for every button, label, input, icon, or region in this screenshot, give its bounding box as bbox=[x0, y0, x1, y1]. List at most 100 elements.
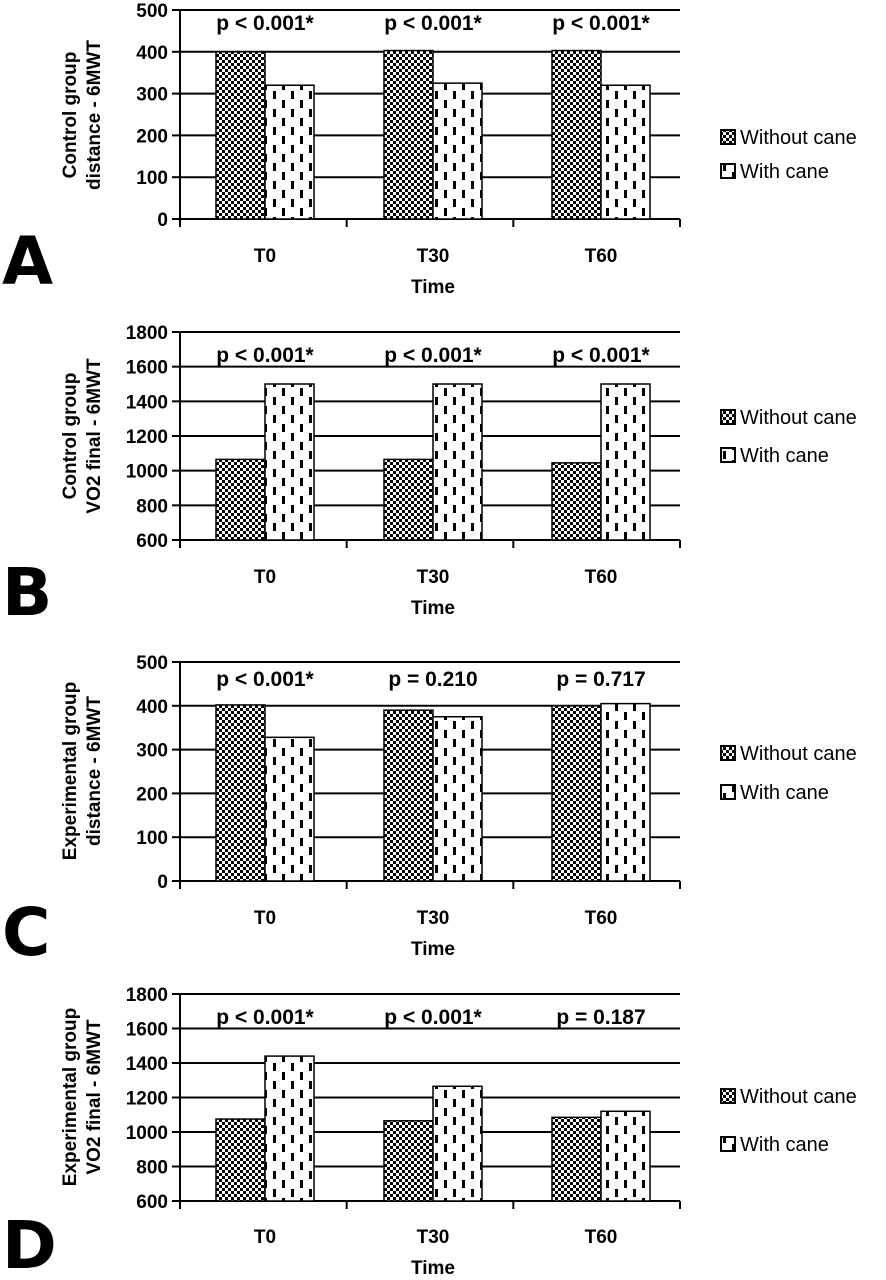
x-tick-label: T60 bbox=[585, 908, 618, 929]
y-tick-label: 100 bbox=[136, 168, 168, 189]
y-axis-label-line: VO2 final - 6MWT bbox=[84, 1019, 105, 1175]
y-tick-label: 1800 bbox=[126, 985, 168, 1006]
p-value-annotation: p < 0.001* bbox=[552, 12, 650, 35]
bar-with-cane-t60 bbox=[600, 84, 651, 220]
legend-swatch-without-cane bbox=[720, 745, 736, 761]
x-axis-label: Time bbox=[411, 939, 455, 960]
bar-with-cane-t30 bbox=[432, 716, 483, 882]
legend-label: With cane bbox=[740, 161, 829, 183]
y-tick-label: 0 bbox=[157, 872, 168, 893]
y-tick-label: 400 bbox=[136, 43, 168, 64]
y-axis-label: Control group VO2 final - 6MWT bbox=[60, 358, 105, 514]
p-value-annotation: p < 0.001* bbox=[552, 344, 650, 367]
legend-label: Without cane bbox=[740, 407, 857, 429]
y-axis-label-line: distance - 6MWT bbox=[84, 696, 105, 846]
y-tick-label: 600 bbox=[136, 531, 168, 552]
y-tick-label: 1600 bbox=[126, 1020, 168, 1041]
bar-with-cane-t60 bbox=[600, 702, 651, 882]
legend-swatch-with-cane bbox=[720, 163, 736, 179]
y-axis-label-line: VO2 final - 6MWT bbox=[84, 358, 105, 514]
bar-with-cane-t0 bbox=[264, 1055, 315, 1202]
panel-letter: D bbox=[2, 1207, 57, 1280]
y-tick-label: 1000 bbox=[126, 1123, 168, 1144]
y-tick-label: 100 bbox=[136, 828, 168, 849]
x-tick-label: T60 bbox=[585, 1227, 618, 1248]
bar-without-cane-t30 bbox=[383, 49, 434, 220]
y-tick-label: 1400 bbox=[126, 1054, 168, 1075]
y-tick-label: 1200 bbox=[126, 427, 168, 448]
y-tick-label: 200 bbox=[136, 784, 168, 805]
legend-label: Without cane bbox=[740, 1086, 857, 1108]
x-tick-label: T0 bbox=[254, 1227, 276, 1248]
p-value-annotation: p < 0.001* bbox=[384, 344, 482, 367]
y-tick-label: 400 bbox=[136, 697, 168, 718]
x-tick-label: T30 bbox=[417, 1227, 450, 1248]
panel-letter: A bbox=[2, 223, 53, 300]
legend-label: With cane bbox=[740, 782, 829, 804]
p-value-annotation: p < 0.001* bbox=[216, 344, 314, 367]
y-tick-label: 300 bbox=[136, 741, 168, 762]
panel-letter: C bbox=[2, 894, 50, 971]
bar-without-cane-t0 bbox=[215, 1118, 266, 1202]
p-value-annotation: p = 0.717 bbox=[556, 668, 645, 691]
bar-with-cane-t60 bbox=[600, 383, 651, 541]
bar-without-cane-t30 bbox=[383, 709, 434, 882]
bar-with-cane-t0 bbox=[264, 383, 315, 541]
chart-panel-d: 600 800 1000 1200 1400 1600 1800 T0 p < 0.001* T3… bbox=[2, 985, 857, 1280]
x-tick-label: T60 bbox=[585, 246, 618, 267]
p-value-annotation: p < 0.001* bbox=[216, 668, 314, 691]
y-tick-label: 300 bbox=[136, 85, 168, 106]
x-tick-label: T30 bbox=[417, 567, 450, 588]
x-tick-label: T60 bbox=[585, 567, 618, 588]
legend-label: Without cane bbox=[740, 743, 857, 765]
legend-label: With cane bbox=[740, 1134, 829, 1156]
y-axis-label-line: Control group bbox=[60, 52, 81, 179]
y-axis-label: Experimental group VO2 final - 6MWT bbox=[60, 1008, 105, 1186]
y-tick-label: 1800 bbox=[126, 323, 168, 344]
y-tick-label: 200 bbox=[136, 126, 168, 147]
p-value-annotation: p = 0.187 bbox=[556, 1006, 645, 1029]
y-tick-label: 0 bbox=[157, 210, 168, 231]
chart-panel-a: 0 100 200 300 400 500 T0 p < 0.001* T30 p < 0.001… bbox=[2, 1, 857, 300]
y-tick-label: 600 bbox=[136, 1192, 168, 1213]
bar-without-cane-t0 bbox=[215, 458, 266, 541]
bar-with-cane-t30 bbox=[432, 383, 483, 541]
bar-with-cane-t30 bbox=[432, 1085, 483, 1202]
chart-panel-b: 600 800 1000 1200 1400 1600 1800 T0 p < 0.001* T3… bbox=[2, 323, 857, 631]
y-tick-label: 500 bbox=[136, 1, 168, 22]
x-tick-label: T0 bbox=[254, 908, 276, 929]
x-axis-label: Time bbox=[411, 277, 455, 298]
x-tick-label: T30 bbox=[417, 246, 450, 267]
bar-with-cane-t30 bbox=[432, 82, 483, 220]
bar-without-cane-t60 bbox=[551, 49, 602, 220]
p-value-annotation: p < 0.001* bbox=[384, 1006, 482, 1029]
bar-without-cane-t60 bbox=[551, 1116, 602, 1202]
bar-with-cane-t60 bbox=[600, 1110, 651, 1202]
p-value-annotation: p = 0.210 bbox=[388, 668, 477, 691]
x-tick-label: T30 bbox=[417, 908, 450, 929]
y-axis-label-line: Experimental group bbox=[60, 1008, 81, 1186]
y-axis-label: Experimental group distance - 6MWT bbox=[60, 682, 105, 860]
x-tick-label: T0 bbox=[254, 567, 276, 588]
legend-swatch-with-cane bbox=[720, 784, 736, 800]
bar-without-cane-t0 bbox=[215, 51, 266, 220]
p-value-annotation: p < 0.001* bbox=[216, 1006, 314, 1029]
y-tick-label: 1200 bbox=[126, 1089, 168, 1110]
bar-without-cane-t30 bbox=[383, 458, 434, 541]
bar-without-cane-t0 bbox=[215, 704, 266, 882]
y-tick-label: 800 bbox=[136, 1158, 168, 1179]
y-tick-label: 500 bbox=[136, 653, 168, 674]
legend-label: Without cane bbox=[740, 127, 857, 149]
y-axis-label-line: distance - 6MWT bbox=[84, 40, 105, 190]
y-tick-label: 1400 bbox=[126, 392, 168, 413]
bar-without-cane-t60 bbox=[551, 462, 602, 541]
legend-swatch-without-cane bbox=[720, 1088, 736, 1104]
bar-without-cane-t30 bbox=[383, 1120, 434, 1202]
y-tick-label: 1000 bbox=[126, 462, 168, 483]
legend-swatch-with-cane bbox=[720, 1136, 736, 1152]
bar-with-cane-t0 bbox=[264, 736, 315, 882]
p-value-annotation: p < 0.001* bbox=[384, 12, 482, 35]
y-tick-label: 1600 bbox=[126, 358, 168, 379]
bar-without-cane-t60 bbox=[551, 705, 602, 882]
